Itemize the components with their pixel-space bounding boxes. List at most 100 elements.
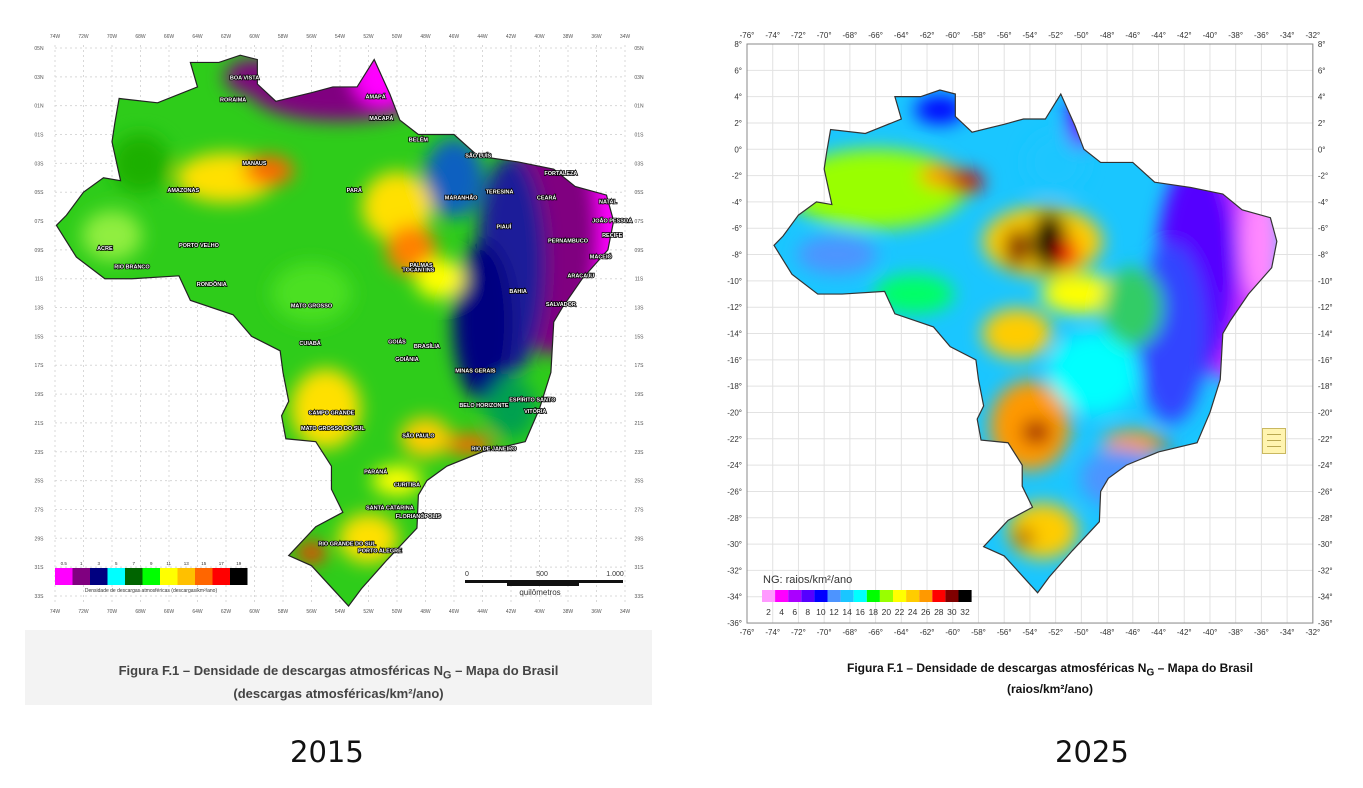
lon-label-bottom: 72W [78,609,89,615]
lon-label-bottom: -62° [920,628,935,637]
lat-label-right: -34° [1318,593,1333,602]
lon-label-top: 70W [107,34,118,40]
legend-swatch [762,590,776,602]
lon-label-bottom: -44° [1151,628,1166,637]
place-label: RIO GRANDE DO SUL [318,541,376,547]
density-region [797,234,878,275]
density-region [947,170,984,195]
scale-bar-label: 500 [536,571,548,578]
lon-label-bottom: -46° [1125,628,1140,637]
lat-label-right: -12° [1318,303,1333,312]
figure-caption-2015: Figura F.1 – Densidade de descargas atmo… [25,662,652,702]
place-label: BELÉM [409,136,429,144]
lat-label-left: -8° [732,251,742,260]
lon-label-bottom: 36W [591,609,602,615]
lat-label-left: 4° [734,93,742,102]
legend-swatch [55,568,73,585]
lon-label-bottom: -76° [740,628,755,637]
lat-label-right: 8° [1318,40,1326,49]
lat-label-left: -36° [727,619,742,628]
place-label: AMAZONAS [167,188,199,194]
note-icon[interactable] [1262,428,1286,454]
place-label: CEARÁ [537,194,557,201]
lon-label-top: 60W [249,34,260,40]
lat-label-left: -16° [727,356,742,365]
lon-label-bottom: 44W [477,609,488,615]
legend-swatch [893,590,907,602]
density-region [372,465,422,496]
place-label: GOIÂNIA [395,356,419,363]
lat-label-left: -28° [727,514,742,523]
lon-label-bottom: -68° [842,628,857,637]
brazil-outline [55,54,615,607]
place-label: MINAS GERAIS [455,368,496,374]
lat-label-right: 29S [635,536,645,542]
lon-label-top: -34° [1280,31,1295,40]
right-figure-2025: -76° -76° -74° -74° -72° -72° -70° -70° -68° -68°… [700,30,1363,710]
legend-tick-label: 19 [236,561,242,566]
legend-title: NG: raios/km²/ano [763,574,852,586]
place-label: SALVADOR [546,302,576,308]
density-region [1058,239,1079,270]
caption-units: (descargas atmosféricas/km²/ano) [233,685,444,701]
density-region [400,417,451,458]
density-region [874,274,955,315]
lon-label-top: 58W [278,34,289,40]
density-region [110,133,171,194]
lat-label-right: -24° [1318,461,1333,470]
caption-units: (raios/km²/ano) [1006,682,1093,697]
lat-label-left: -32° [727,566,742,575]
density-region [1022,420,1051,445]
lon-label-top: 62W [221,34,232,40]
lon-label-bottom: 42W [506,609,517,615]
place-label: ARACAJU [567,273,594,279]
legend-swatch [177,568,195,585]
density-region [443,434,494,455]
lat-label-right: 03N [634,75,644,81]
lat-label-left: -26° [727,487,742,496]
place-label: TOCANTINS [402,268,434,274]
lat-label-left: -10° [727,277,742,286]
lat-label-left: 31S [35,565,45,571]
legend-swatch [945,590,959,602]
legend-swatch [160,568,178,585]
lon-label-top: -44° [1151,31,1166,40]
lon-label-top: 66W [164,34,175,40]
density-blobs [82,55,614,564]
density-region [1079,448,1160,509]
lat-label-right: 01N [634,104,644,110]
density-region [338,513,399,564]
place-label: RIO DE JANEIRO [471,446,517,452]
legend-tick-label: 7 [132,561,135,566]
lon-label-top: -70° [817,31,832,40]
lon-label-bottom: 60W [249,609,260,615]
place-label: CURITIBA [394,482,420,488]
lat-label-right: 05S [635,190,645,196]
lon-label-top: -48° [1100,31,1115,40]
lat-label-right: 13S [635,306,645,312]
lat-label-left: 07S [35,219,45,225]
lat-label-right: 27S [635,507,645,513]
lon-label-top: -36° [1254,31,1269,40]
density-region [82,210,142,261]
place-label: PALMAS [410,263,433,269]
legend-swatch [801,590,815,602]
lon-label-top: -66° [868,31,883,40]
lon-label-bottom: 56W [306,609,317,615]
lat-label-right: -32° [1318,566,1333,575]
legend-tick-label: 16 [855,607,865,617]
lat-label-right: 21S [635,421,645,427]
lon-label-top: 72W [78,34,89,40]
place-label: RORAIMA [220,97,246,103]
lat-label-left: 27S [35,507,45,513]
lon-label-bottom: 58W [278,609,289,615]
place-label: MARANHÃO [445,194,478,201]
lat-label-left: 09S [35,248,45,254]
lon-label-bottom: 70W [107,609,118,615]
legend-tick-label: 11 [166,561,171,566]
lightning-density-map-2015: 74W 74W 72W 72W 70W 70W 68W 68W 66W 66W 64W 64W 62W 6… [25,30,652,630]
scale-bar-unit: quilômetros [519,588,560,597]
lat-label-left: 25S [35,479,45,485]
lon-label-top: -76° [740,31,755,40]
lat-label-right: -36° [1318,619,1333,628]
